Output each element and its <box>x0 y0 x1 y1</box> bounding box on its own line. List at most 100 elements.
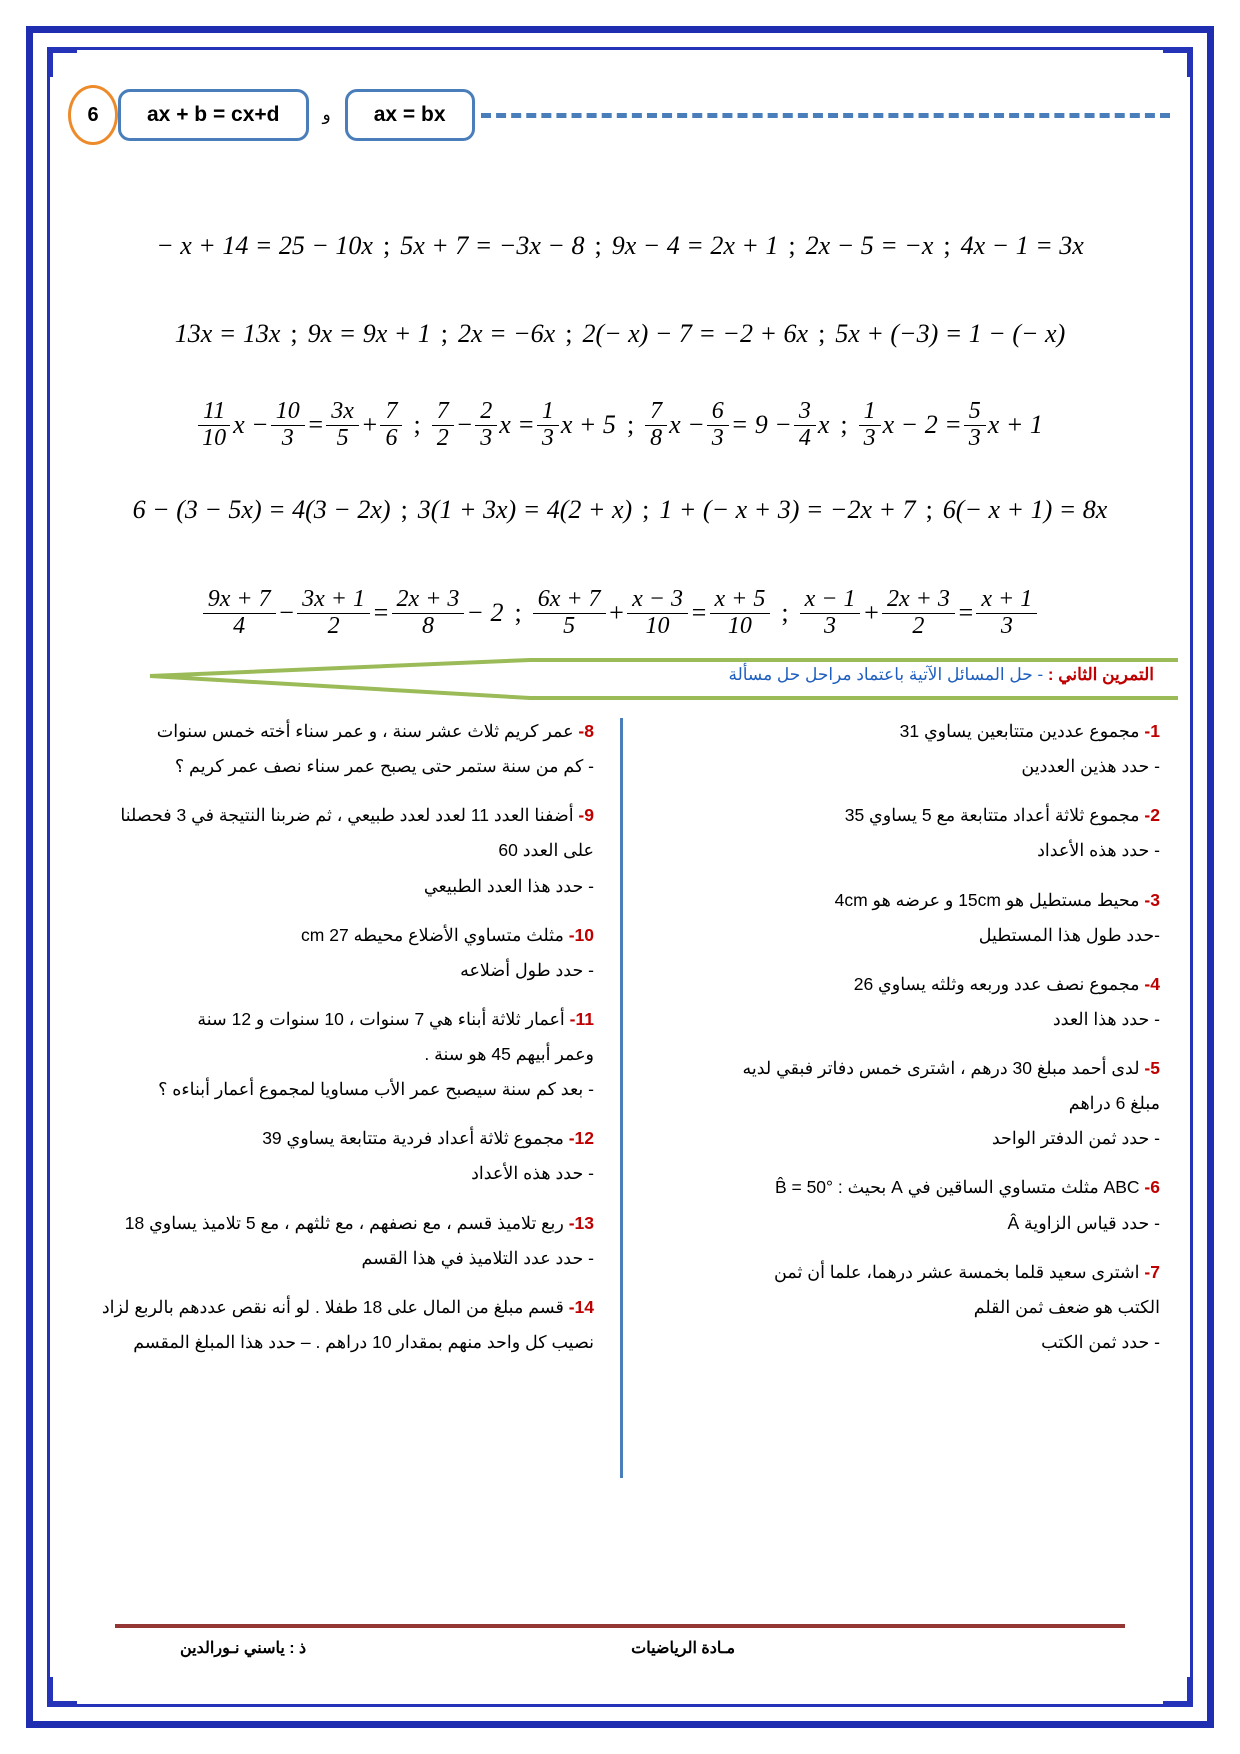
equation-text: = <box>306 410 325 439</box>
fraction-denominator: 10 <box>645 612 670 639</box>
equation-row-1: − x + 14 = 25 − 10x; 5x + 7 = −3x − 8; 9x … <box>60 224 1180 268</box>
fraction-denominator: 4 <box>233 612 246 639</box>
equation-item: 2(− x) − 7 = −2 + 6x <box>582 319 809 348</box>
equation-item: − x + 14 = 25 − 10x <box>156 231 373 260</box>
banner-text: التمرين الثاني : - حل المسائل الآتية باع… <box>728 665 1154 685</box>
fraction: 11 10 <box>197 398 231 452</box>
fraction: x + 5 10 <box>709 586 771 640</box>
equation-text: + <box>862 598 880 627</box>
fraction-numerator: x + 5 <box>709 586 771 614</box>
fraction-numerator: 9x + 7 <box>202 586 276 614</box>
problem-continuation: - بعد كم سنة سيصبح عمر الأب مساويا لمجمو… <box>158 1079 594 1100</box>
problems-column-left: 8- عمر كريم ثلاث عشر سنة ، و عمر سناء أخ… <box>60 718 620 1478</box>
problem-item: 7- اشترى سعيد قلما بخمسة عشر درهما، علما… <box>649 1259 1160 1286</box>
lesson-number-badge: 6 <box>68 85 118 145</box>
equation-separator: ; <box>788 231 796 260</box>
problem-continuation: - حدد طول أضلاعه <box>460 959 594 980</box>
formula-box-right: ax + b = cx+d <box>118 89 309 141</box>
problem-continuation: - حدد ثمن الدفتر الواحد <box>991 1128 1160 1149</box>
problem-text: اشترى سعيد قلما بخمسة عشر درهما، علما أن… <box>774 1261 1140 1282</box>
fraction-denominator: 3 <box>281 424 294 451</box>
equation-item: 4x − 1 = 3x <box>960 231 1084 260</box>
footer-divider <box>115 1624 1125 1628</box>
fraction-denominator: 3 <box>480 424 493 451</box>
fraction-denominator: 3 <box>968 424 981 451</box>
equation-separator: ; <box>514 598 522 627</box>
problem-continuation: - حدد هذين العددين <box>1021 756 1160 777</box>
exercise-banner: التمرين الثاني : - حل المسائل الآتية باع… <box>60 656 1180 702</box>
equation-separator: ; <box>925 495 933 524</box>
footer-subject: مـادة الرياضيات <box>631 1640 736 1657</box>
corner-ornament-bottom-left <box>47 1677 77 1707</box>
fraction-denominator: 2 <box>436 424 449 451</box>
fraction-denominator: 10 <box>202 424 227 451</box>
problem-continuation: الكتب هو ضعف ثمن القلم <box>973 1296 1160 1317</box>
problem-continuation: - حدد عدد التلاميذ في هذا القسم <box>361 1247 594 1268</box>
problem-continuation: نصيب كل واحد منهم بمقدار 10 دراهم . – حد… <box>133 1331 594 1352</box>
formula-box-left: ax = bx <box>344 89 475 141</box>
equation-separator: ; <box>440 319 449 348</box>
equation-item: 9x = 9x + 1 <box>307 319 431 348</box>
fraction: 10 3 <box>270 398 305 452</box>
fraction-numerator: 1 <box>536 398 559 426</box>
page-border-inner <box>47 47 1193 1707</box>
equation-item: 2x = −6x <box>458 319 556 348</box>
lesson-header: 6 ax + b = cx+d و ax = bx <box>60 84 1180 146</box>
problem-number: 1- <box>1139 721 1160 741</box>
equation-text: x + 5 <box>560 410 616 439</box>
equation-item: 13x = 13x <box>174 319 281 348</box>
problem-item: 11- أعمار ثلاثة أبناء هي 7 سنوات ، 10 سن… <box>80 1006 594 1033</box>
equation-text: x + 1 <box>987 410 1043 439</box>
equation-separator: ; <box>594 231 602 260</box>
problem-text: عمر كريم ثلاث عشر سنة ، و عمر سناء أخته … <box>156 721 574 741</box>
equation-separator: ; <box>413 410 421 439</box>
fraction-denominator: 3 <box>1000 612 1013 639</box>
corner-ornament-bottom-right <box>1163 1677 1193 1707</box>
problem-text: مجموع ثلاثة أعداد متتابعة مع 5 يساوي 35 <box>844 805 1140 826</box>
page-footer: مـادة الرياضيات ذ : ياسني نـورالدين <box>60 1624 1180 1658</box>
equation-item: 2x − 5 = −x <box>805 231 934 260</box>
equation-text: x <box>817 410 830 439</box>
banner-instruction: - حل المسائل الآتية باعتماد مراحل حل مسأ… <box>728 665 1044 684</box>
fraction-denominator: 6 <box>385 424 398 451</box>
equation-separator: ; <box>400 495 408 524</box>
problem-item: 1- مجموع عددين متتابعين يساوي 31 <box>649 718 1160 745</box>
equation-separator: ; <box>290 319 298 348</box>
problem-number: 10- <box>563 924 594 945</box>
equation-text: = <box>372 598 390 627</box>
fraction-denominator: 4 <box>798 424 811 451</box>
problem-number: 6- <box>1139 1177 1160 1198</box>
fraction-numerator: 5 <box>963 398 986 426</box>
problem-continuation: على العدد 60 <box>498 840 594 861</box>
problem-continuation: مبلغ 6 دراهم <box>1068 1093 1160 1114</box>
equation-item: 9x − 4 = 2x + 1 <box>611 231 779 260</box>
problem-text: لدى أحمد مبلغ 30 درهم ، اشترى خمس دفاتر … <box>742 1058 1140 1078</box>
fraction-numerator: 2x + 3 <box>391 586 465 614</box>
problem-item: 10- مثلث متساوي الأضلاع محيطه 27 cm <box>80 922 594 949</box>
equation-row-2: 13x = 13x; 9x = 9x + 1; 2x = −6x; 2(− x) − … <box>60 312 1180 356</box>
fraction-numerator: 3x + 1 <box>297 586 370 614</box>
problem-item: 2- مجموع ثلاثة أعداد متتابعة مع 5 يساوي … <box>649 802 1160 829</box>
equation-separator: ; <box>943 231 951 260</box>
fraction-numerator: 10 <box>270 398 305 426</box>
corner-ornament-top-right <box>1163 47 1193 77</box>
problem-text: مثلث متساوي الأضلاع محيطه 27 cm <box>301 924 564 945</box>
fraction-numerator: 2x + 3 <box>882 586 955 614</box>
fraction-denominator: 8 <box>650 424 663 451</box>
problem-text: ABC مثلث متساوي الساقين في A بحيث : B̂ =… <box>774 1177 1140 1198</box>
equation-text: x − <box>669 410 705 439</box>
equation-text: = <box>689 598 708 627</box>
equation-separator: ; <box>642 495 650 524</box>
fraction-denominator: 8 <box>421 612 434 639</box>
equation-separator: ; <box>626 410 635 439</box>
problem-item: 9- أضفنا العدد 11 لعدد لعدد طبيعي ، ثم ض… <box>80 802 594 829</box>
fraction-denominator: 10 <box>727 612 752 639</box>
